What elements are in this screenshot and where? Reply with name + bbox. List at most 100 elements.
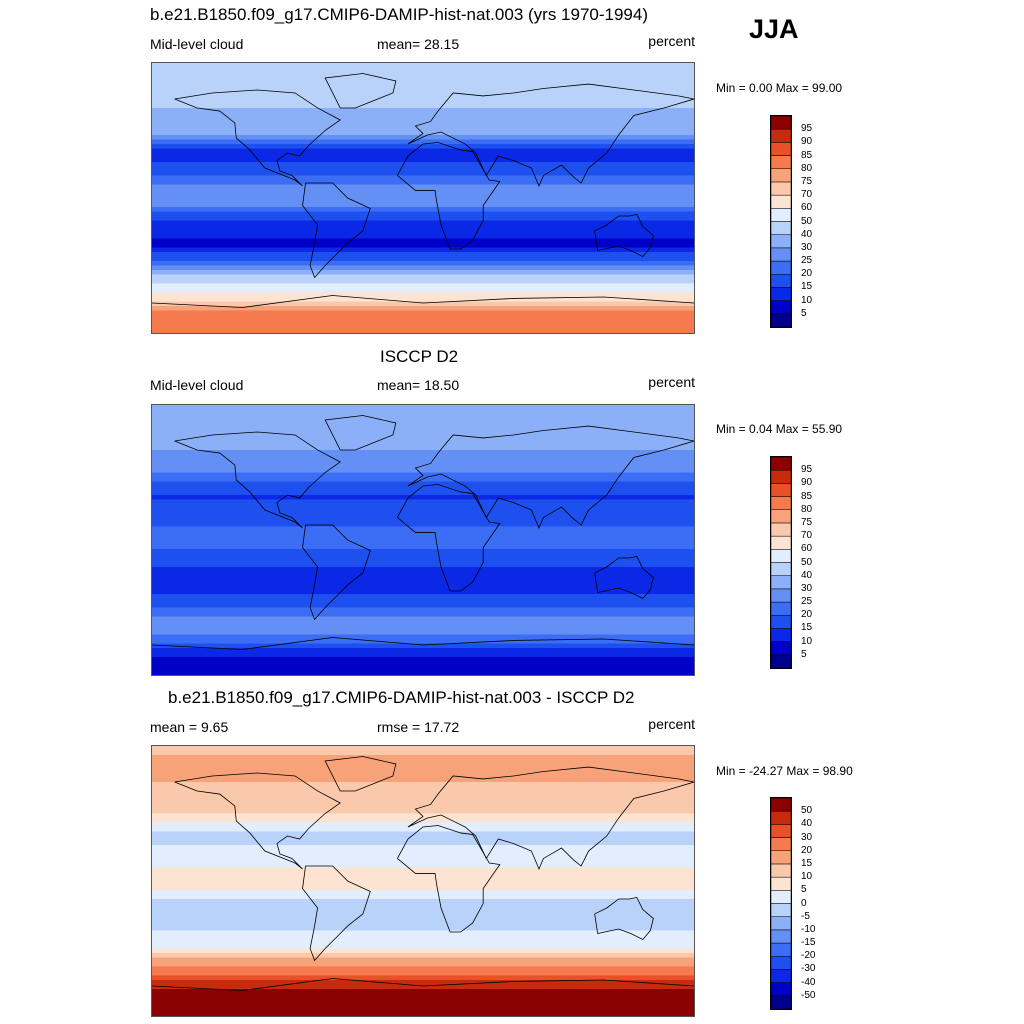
panel-3-mean-label: mean = 9.65 (150, 719, 229, 735)
colorbar-tick-label: 60 (801, 202, 813, 214)
map-latitude-band (152, 67, 694, 73)
map-latitude-band (152, 94, 694, 100)
map-latitude-band (152, 567, 694, 573)
colorbar-box (771, 234, 791, 249)
map-latitude-band (152, 549, 694, 555)
coastline (302, 182, 371, 279)
panel-1-colorbar-svg (771, 116, 791, 327)
coastline (152, 637, 694, 650)
map-latitude-band (152, 912, 694, 918)
map-latitude-band (152, 175, 694, 181)
panel-3-title: b.e21.B1850.f09_g17.CMIP6-DAMIP-hist-nat… (168, 688, 635, 707)
map-latitude-band (152, 481, 694, 487)
map-latitude-band (152, 81, 694, 87)
map-latitude-band (152, 639, 694, 645)
map-latitude-band (152, 535, 694, 541)
map-latitude-band (152, 971, 694, 977)
colorbar-tick-label: 95 (801, 464, 813, 476)
map-latitude-band (152, 993, 694, 999)
map-latitude-band (152, 831, 694, 837)
colorbar-tick-label: -40 (801, 976, 816, 988)
map-latitude-band (152, 634, 694, 640)
map-latitude-band (152, 791, 694, 797)
map-latitude-band (152, 486, 694, 492)
colorbar-tick-label: -30 (801, 963, 816, 975)
map-latitude-band (152, 180, 694, 186)
map-latitude-band (152, 405, 694, 411)
map-latitude-band (152, 1011, 694, 1016)
panel-3-rmse-label: rmse = 17.72 (377, 719, 460, 735)
map-latitude-band (152, 890, 694, 896)
colorbar-tick-label: -15 (801, 937, 816, 949)
map-latitude-band (152, 171, 694, 177)
colorbar-box (771, 274, 791, 288)
map-latitude-band (152, 589, 694, 595)
colorbar-box (771, 654, 791, 668)
colorbar-tick-label: 30 (801, 241, 813, 253)
coastline (594, 556, 654, 599)
map-latitude-band (152, 274, 694, 280)
colorbar-box (771, 221, 791, 235)
colorbar-tick-label: 40 (801, 818, 813, 830)
panel-1-mean-label: mean= 28.15 (377, 36, 460, 52)
colorbar-box (771, 300, 791, 315)
map-latitude-band (152, 1002, 694, 1008)
panel-2-map (151, 404, 695, 676)
colorbar-box (771, 982, 791, 997)
map-latitude-band (152, 980, 694, 986)
colorbar-tick-label: 15 (801, 857, 813, 869)
map-latitude-band (152, 881, 694, 887)
map-latitude-band (152, 279, 694, 285)
map-latitude-band (152, 265, 694, 271)
colorbar-tick-label: -50 (801, 989, 816, 1001)
map-latitude-band (152, 310, 694, 316)
colorbar-tick-label: -5 (801, 910, 810, 922)
map-latitude-band (152, 863, 694, 869)
colorbar-box (771, 628, 791, 642)
map-latitude-band (152, 903, 694, 909)
panel-1-left-label: Mid-level cloud (150, 36, 244, 52)
map-latitude-band (152, 238, 694, 244)
map-latitude-band (152, 63, 694, 69)
map-latitude-band (152, 782, 694, 788)
map-latitude-band (152, 126, 694, 132)
map-latitude-band (152, 112, 694, 118)
coastline (324, 73, 397, 109)
colorbar-box (771, 562, 791, 576)
map-latitude-band (152, 540, 694, 546)
map-latitude-band (152, 827, 694, 833)
map-latitude-band (152, 621, 694, 627)
map-latitude-band (152, 598, 694, 604)
map-latitude-band (152, 670, 694, 675)
coastline (174, 89, 341, 187)
colorbar-tick-label: 30 (801, 831, 813, 843)
map-latitude-band (152, 103, 694, 109)
colorbar-box (771, 260, 791, 275)
map-latitude-band (152, 211, 694, 217)
map-latitude-band (152, 247, 694, 253)
map-latitude-band (152, 162, 694, 168)
map-latitude-band (152, 297, 694, 303)
map-latitude-band (152, 755, 694, 761)
colorbar-box (771, 956, 791, 970)
map-latitude-band (152, 957, 694, 963)
colorbar-box (771, 313, 791, 327)
map-latitude-band (152, 427, 694, 433)
colorbar-box (771, 155, 791, 169)
map-latitude-band (152, 220, 694, 226)
map-latitude-band (152, 795, 694, 801)
map-latitude-band (152, 216, 694, 222)
coastline (397, 825, 501, 933)
map-latitude-band (152, 657, 694, 663)
colorbar-tick-label: 5 (801, 307, 807, 319)
colorbar-tick-label: 15 (801, 622, 813, 634)
panel-2-minmax: Min = 0.04 Max = 55.90 (716, 422, 843, 436)
colorbar-tick-label: 80 (801, 162, 813, 174)
map-latitude-band (152, 867, 694, 873)
coastline (324, 756, 397, 792)
colorbar-box (771, 522, 791, 537)
colorbar-box (771, 601, 791, 616)
colorbar-box (771, 929, 791, 944)
colorbar-box (771, 890, 791, 904)
map-latitude-band (152, 759, 694, 765)
